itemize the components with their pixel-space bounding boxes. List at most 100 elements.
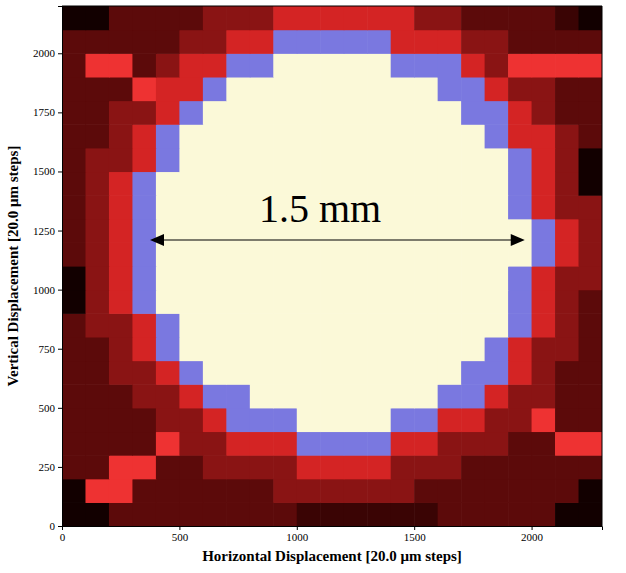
heat-cell	[273, 384, 297, 408]
heat-cell	[579, 455, 602, 479]
heat-cell	[414, 195, 438, 219]
y-tick-label: 1250	[33, 225, 56, 237]
heat-cell	[156, 242, 180, 266]
heat-cell	[85, 30, 109, 54]
heat-cell	[344, 30, 368, 54]
heat-cell	[485, 6, 509, 30]
heat-cell	[250, 337, 274, 361]
heat-cell	[203, 77, 227, 101]
heat-cell	[226, 313, 250, 337]
y-tick-label: 500	[39, 402, 56, 414]
heat-cell	[438, 337, 462, 361]
heat-cell	[85, 242, 109, 266]
heat-cell	[391, 148, 415, 172]
heat-cell	[555, 53, 579, 77]
heat-cell	[109, 313, 133, 337]
heat-cell	[391, 53, 415, 77]
heat-cell	[109, 30, 133, 54]
heat-cell	[179, 30, 203, 54]
heat-cell	[579, 6, 602, 30]
heat-cell	[62, 384, 86, 408]
heat-cell	[555, 361, 579, 385]
heat-cell	[320, 502, 344, 526]
heat-cell	[273, 290, 297, 314]
heat-cell	[485, 479, 509, 503]
heat-cell	[367, 148, 391, 172]
heat-cell	[344, 502, 368, 526]
heat-cell	[156, 195, 180, 219]
heat-cell	[461, 242, 485, 266]
heat-cell	[391, 6, 415, 30]
arrow-line	[162, 239, 513, 240]
heat-cell	[438, 479, 462, 503]
heat-cell	[344, 101, 368, 125]
heat-cell	[532, 408, 556, 432]
heat-cell	[179, 242, 203, 266]
heat-cell	[62, 124, 86, 148]
heat-cell	[414, 266, 438, 290]
y-tick-mark	[58, 467, 62, 468]
heat-cell	[203, 148, 227, 172]
heat-cell	[62, 148, 86, 172]
heat-cell	[508, 408, 532, 432]
x-tick: 1000	[286, 526, 309, 543]
heat-cell	[367, 313, 391, 337]
heat-cell	[579, 171, 602, 195]
arrow-head	[150, 234, 164, 246]
heat-cell	[226, 361, 250, 385]
heat-cell	[132, 6, 156, 30]
heat-cell	[62, 195, 86, 219]
heat-cell	[414, 479, 438, 503]
heat-cell	[438, 431, 462, 455]
heat-cell	[109, 53, 133, 77]
heat-cell	[109, 195, 133, 219]
heat-cell	[250, 30, 274, 54]
heat-cell	[226, 6, 250, 30]
heat-cell	[367, 361, 391, 385]
heat-cell	[555, 148, 579, 172]
heat-cell	[555, 408, 579, 432]
heat-cell	[156, 53, 180, 77]
heat-cell	[344, 337, 368, 361]
heat-cell	[391, 171, 415, 195]
heat-cell	[344, 361, 368, 385]
heat-cell	[203, 266, 227, 290]
heat-cell	[555, 479, 579, 503]
heat-cell	[485, 101, 509, 125]
heat-cell	[555, 313, 579, 337]
heat-cell	[132, 479, 156, 503]
heat-cell	[85, 337, 109, 361]
heat-cell	[485, 30, 509, 54]
heat-cell	[367, 408, 391, 432]
y-tick-label: 2000	[33, 47, 56, 59]
heat-cell	[344, 384, 368, 408]
heat-cell	[555, 242, 579, 266]
heat-cell	[532, 290, 556, 314]
heat-cell	[179, 171, 203, 195]
heat-cell	[532, 171, 556, 195]
heat-cell	[62, 431, 86, 455]
heat-cell	[320, 266, 344, 290]
heat-cell	[85, 502, 109, 526]
heat-cell	[179, 455, 203, 479]
heat-cell	[132, 313, 156, 337]
heat-cell	[226, 219, 250, 243]
heat-cell	[62, 171, 86, 195]
x-tick: 2000	[521, 526, 544, 543]
x-tick-label: 1500	[404, 531, 427, 543]
heat-cell	[555, 266, 579, 290]
heat-cell	[579, 242, 602, 266]
heat-cell	[367, 431, 391, 455]
heat-cell	[579, 502, 602, 526]
heat-cell	[132, 242, 156, 266]
plot-background	[62, 6, 602, 526]
heat-cell	[532, 6, 556, 30]
heat-cell	[203, 171, 227, 195]
heat-cell	[250, 6, 274, 30]
heat-cell	[461, 361, 485, 385]
heat-cell	[85, 408, 109, 432]
heat-cell	[250, 455, 274, 479]
heat-cell	[555, 77, 579, 101]
heat-cell	[508, 242, 532, 266]
heat-cell	[555, 384, 579, 408]
